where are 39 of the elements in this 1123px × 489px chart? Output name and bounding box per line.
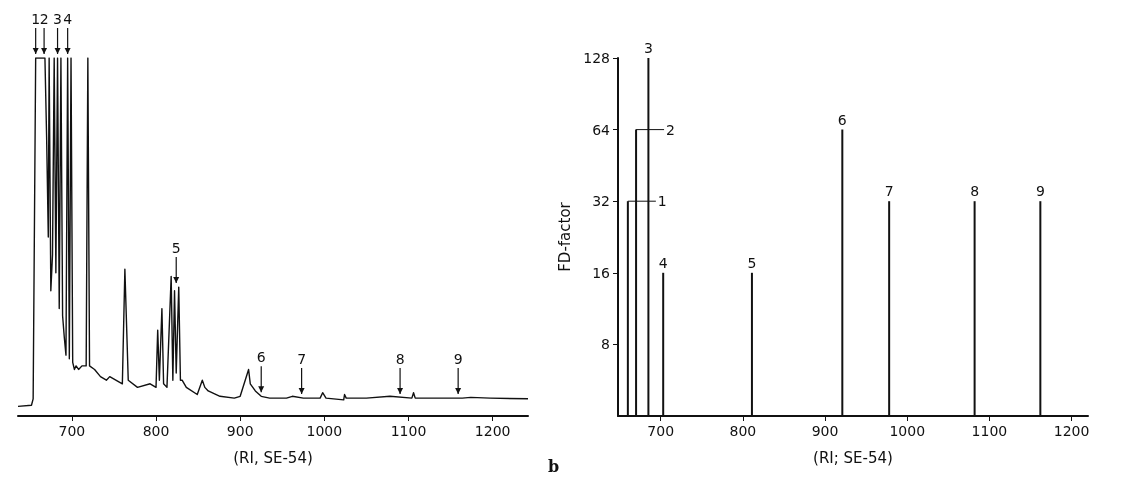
- x-tick-label: 900: [811, 423, 839, 439]
- annotation: 3: [53, 11, 63, 27]
- annotation: 7: [884, 183, 894, 200]
- annotation: 4: [63, 11, 73, 27]
- x-axis-title: (RI; SE-54): [813, 448, 893, 467]
- y-tick-label: 64: [592, 121, 611, 138]
- annotation: 1: [31, 11, 41, 27]
- x-tick-label: 1000: [306, 423, 343, 439]
- annotation: 8: [970, 183, 980, 200]
- annotation: 7: [297, 351, 307, 368]
- annotation: 1: [657, 193, 667, 210]
- annotation: 5: [171, 240, 181, 257]
- y-axis-title: FD-factor: [555, 201, 574, 272]
- annotation: 9: [1035, 183, 1045, 200]
- annotation: 3: [643, 40, 653, 56]
- x-axis-title: (RI, SE-54): [233, 448, 313, 467]
- annotation: 4: [658, 254, 668, 271]
- x-tick-label: 900: [226, 423, 254, 439]
- x-tick-label: 1100: [971, 423, 1008, 439]
- x-tick-label: 1100: [390, 423, 427, 439]
- x-tick-label: 700: [647, 423, 675, 439]
- y-tick-label: 16: [592, 264, 611, 281]
- x-tick-label: 1000: [889, 423, 926, 439]
- annotation: 6: [837, 111, 847, 128]
- annotation: 5: [747, 254, 757, 271]
- y-tick-label: 8: [601, 336, 610, 353]
- annotation: 8: [395, 351, 405, 368]
- x-tick-label: 800: [729, 423, 757, 439]
- annotation: 6: [256, 349, 266, 366]
- annotation: 2: [666, 121, 675, 138]
- y-tick-label: 32: [592, 193, 610, 210]
- x-tick-label: 1200: [474, 423, 511, 439]
- x-tick-label: 700: [58, 423, 86, 439]
- y-tick-label: 128: [583, 50, 610, 66]
- x-tick-label: 800: [142, 423, 170, 439]
- annotation: 2: [39, 11, 49, 27]
- x-tick-label: 1200: [1053, 423, 1090, 439]
- annotation: 9: [453, 351, 463, 368]
- text: b: [548, 456, 560, 476]
